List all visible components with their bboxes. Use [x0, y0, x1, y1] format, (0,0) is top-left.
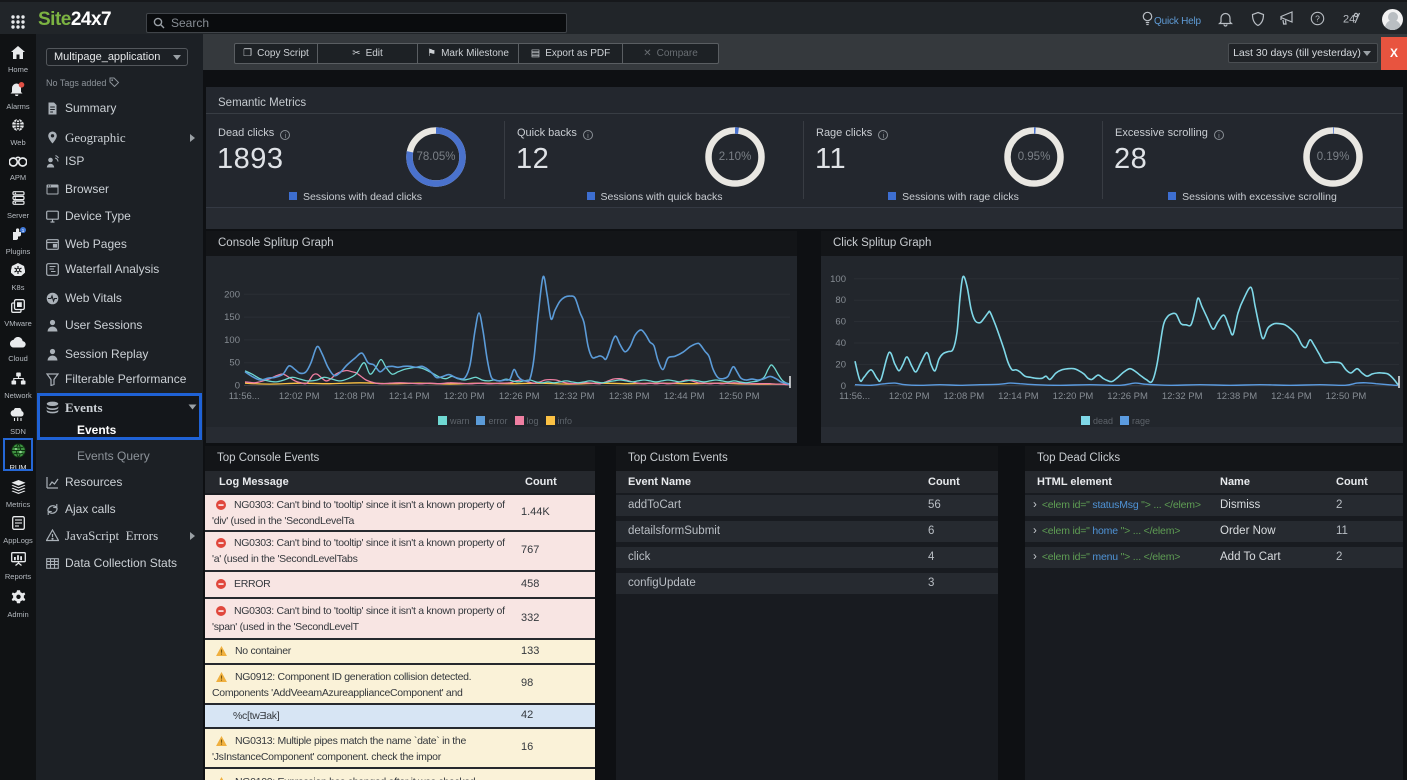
svg-text:40: 40	[835, 338, 846, 349]
svg-text:20: 20	[835, 359, 846, 370]
svg-text:12:20 PM: 12:20 PM	[444, 391, 485, 402]
svg-text:24: 24	[1343, 14, 1355, 26]
svg-text:0: 0	[841, 381, 846, 392]
svg-text:0: 0	[235, 381, 240, 392]
svg-text:200: 200	[224, 289, 240, 300]
svg-text:12:44 PM: 12:44 PM	[664, 391, 705, 402]
svg-text:12:50 PM: 12:50 PM	[1326, 391, 1367, 402]
svg-text:12:20 PM: 12:20 PM	[1053, 391, 1094, 402]
svg-text:12:44 PM: 12:44 PM	[1271, 391, 1312, 402]
svg-text:12:32 PM: 12:32 PM	[1162, 391, 1203, 402]
svg-text:100: 100	[224, 335, 240, 346]
svg-text:12:08 PM: 12:08 PM	[943, 391, 984, 402]
svg-text:12:26 PM: 12:26 PM	[499, 391, 540, 402]
svg-text:60: 60	[835, 317, 846, 328]
svg-text:12:14 PM: 12:14 PM	[389, 391, 430, 402]
svg-text:11:56...: 11:56...	[839, 391, 870, 402]
svg-text:1: 1	[21, 228, 24, 233]
svg-text:12:26 PM: 12:26 PM	[1107, 391, 1148, 402]
svg-text:100: 100	[830, 274, 846, 285]
svg-text:50: 50	[229, 358, 240, 369]
svg-text:12:02 PM: 12:02 PM	[889, 391, 930, 402]
svg-text:12:32 PM: 12:32 PM	[554, 391, 595, 402]
svg-text:12:14 PM: 12:14 PM	[998, 391, 1039, 402]
svg-text:12:02 PM: 12:02 PM	[279, 391, 320, 402]
svg-text:11:56...: 11:56...	[229, 391, 260, 402]
svg-text:12:38 PM: 12:38 PM	[1216, 391, 1257, 402]
svg-text:?: ?	[1315, 14, 1320, 24]
svg-text:12:08 PM: 12:08 PM	[334, 391, 375, 402]
svg-text:150: 150	[224, 312, 240, 323]
svg-text:80: 80	[835, 295, 846, 306]
svg-text:12:38 PM: 12:38 PM	[609, 391, 650, 402]
svg-text:12:50 PM: 12:50 PM	[719, 391, 760, 402]
